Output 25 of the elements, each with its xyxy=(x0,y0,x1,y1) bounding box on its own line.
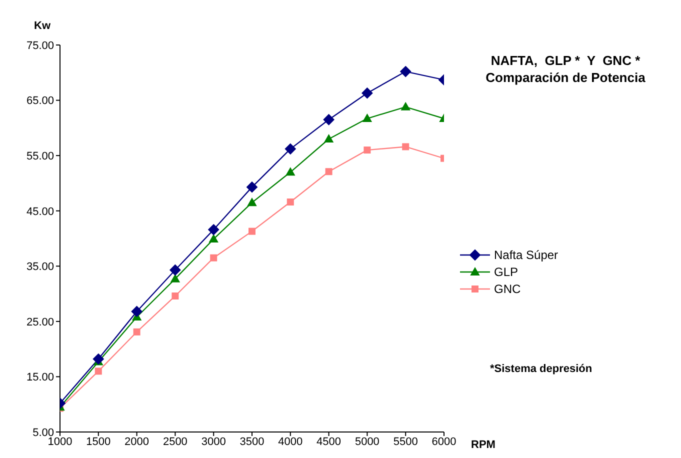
x-tick-label: 2000 xyxy=(124,436,150,448)
x-tick-label: 5000 xyxy=(354,436,380,448)
y-tick-label: 75.00 xyxy=(26,40,54,52)
y-tick-label: 55.00 xyxy=(26,150,54,162)
y-tick-label: 65.00 xyxy=(26,95,54,108)
legend-label: GLP xyxy=(494,264,518,278)
x-tick-label: 3500 xyxy=(240,436,264,448)
y-axis-title: Kw xyxy=(34,20,50,32)
x-tick-label: 4000 xyxy=(278,436,303,448)
text: *Sistema depresión xyxy=(490,363,592,375)
x-tick-label: 6000 xyxy=(432,436,456,448)
x-tick-label: 3000 xyxy=(201,436,226,448)
y-tick-label: 25.00 xyxy=(26,316,54,328)
x-tick-label: 1000 xyxy=(48,436,72,448)
legend-label: GNC xyxy=(494,282,521,296)
y-tick-label: 35.00 xyxy=(26,261,54,274)
x-axis-title: RPM xyxy=(471,439,496,451)
legend-label: Nafta Súper xyxy=(494,248,558,262)
y-tick-label: 45.00 xyxy=(26,206,54,218)
text: NAFTA, GLP * Y GNC * Comparación de Potencia xyxy=(484,52,646,86)
x-tick-label: 5500 xyxy=(393,436,418,448)
y-tick-label: 15.00 xyxy=(26,372,54,384)
x-tick-label: 1500 xyxy=(86,436,111,448)
x-tick-label: 4500 xyxy=(316,436,342,448)
x-tick-label: 2500 xyxy=(162,436,188,448)
